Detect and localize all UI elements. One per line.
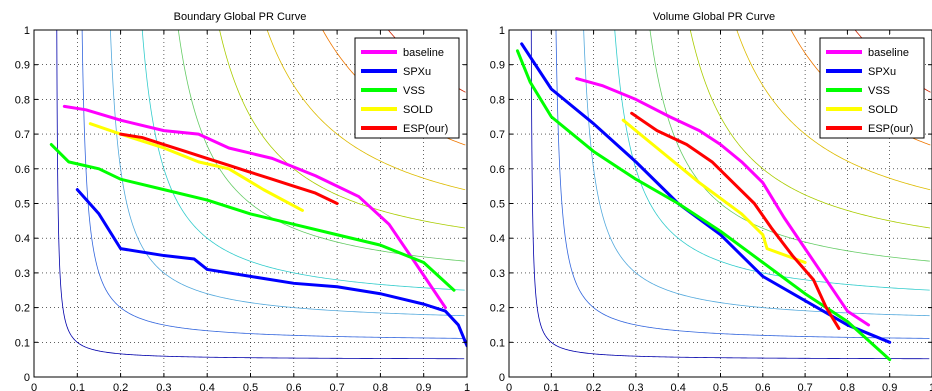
legend: baseline SPXu VSS SOLD ESP(our) xyxy=(354,37,460,139)
x-tick-label: 0.9 xyxy=(882,382,897,391)
x-tick-label: 0.7 xyxy=(329,382,344,391)
legend-label: baseline xyxy=(868,47,909,59)
y-tick-label: 0.7 xyxy=(490,129,505,141)
x-tick-label: 0.6 xyxy=(755,382,770,391)
y-tick-label: 0.2 xyxy=(490,303,505,315)
x-tick-label: 0.1 xyxy=(70,382,85,391)
x-tick-label: 0.3 xyxy=(628,382,643,391)
y-tick-label: 1 xyxy=(499,25,505,37)
series-line xyxy=(621,118,807,264)
y-tick-label: 0.7 xyxy=(15,129,30,141)
series-group xyxy=(515,42,892,362)
series-group xyxy=(49,104,467,348)
series-line xyxy=(575,77,871,327)
y-tick-label: 0.8 xyxy=(490,94,505,106)
x-tick-label: 0.8 xyxy=(840,382,855,391)
legend-label: ESP(our) xyxy=(868,123,913,135)
iso-f-curve xyxy=(689,30,931,229)
x-tick-label: 0.7 xyxy=(797,382,812,391)
x-tick-label: 0.3 xyxy=(156,382,171,391)
legend-label: SOLD xyxy=(868,104,898,116)
iso-f-curve xyxy=(266,30,466,191)
y-tick-label: 0.3 xyxy=(15,268,30,280)
iso-f-curve xyxy=(555,30,930,339)
x-tick-label: 0.2 xyxy=(586,382,601,391)
x-tick-label: 0.9 xyxy=(416,382,431,391)
legend: baseline SPXu VSS SOLD ESP(our) xyxy=(819,37,925,139)
series-line xyxy=(520,42,892,344)
iso-f-curve xyxy=(141,30,465,291)
y-tick-label: 0.4 xyxy=(15,233,30,245)
y-tick-label: 0.5 xyxy=(15,199,30,211)
legend-label: ESP(our) xyxy=(403,123,448,135)
chart-title-right: Volume Global PR Curve xyxy=(653,11,775,23)
series-line xyxy=(515,49,892,362)
iso-f-curve xyxy=(614,30,930,291)
chart-panel-1: 0 0.1 0.2 0.3 0.4 0.5 0.6 0.7 0.8 0.9 1 0 0.1 0.2 0.3 0… xyxy=(490,25,932,391)
legend-label: VSS xyxy=(403,85,425,97)
y-tick-label: 1 xyxy=(24,25,30,37)
x-tick-label: 0.5 xyxy=(243,382,258,391)
chart-panel-0: 0 0.1 0.2 0.3 0.4 0.5 0.6 0.7 0.8 0.9 1 0 0.1 0.2 0.3 0… xyxy=(15,25,470,391)
x-tick-label: 0.5 xyxy=(713,382,728,391)
y-tick-label: 0.6 xyxy=(15,164,30,176)
x-tick-label: 0 xyxy=(31,382,37,391)
y-tick-label: 0.8 xyxy=(15,94,30,106)
x-tick-label: 0.4 xyxy=(671,382,686,391)
series-line xyxy=(49,143,456,292)
chart-title-left: Boundary Global PR Curve xyxy=(174,11,307,23)
y-tick-label: 0.4 xyxy=(490,233,505,245)
legend-label: baseline xyxy=(403,47,444,59)
x-tick-label: 0.2 xyxy=(113,382,128,391)
x-tick-label: 0.6 xyxy=(286,382,301,391)
iso-f-curve xyxy=(56,30,465,360)
x-tick-label: 0.1 xyxy=(544,382,559,391)
legend-label: VSS xyxy=(868,85,890,97)
series-line xyxy=(119,132,339,205)
x-tick-label: 1 xyxy=(464,382,470,391)
iso-f-curve xyxy=(110,30,465,317)
y-tick-label: 0.6 xyxy=(490,164,505,176)
legend-label: SPXu xyxy=(403,66,431,78)
y-tick-label: 0.9 xyxy=(490,60,505,72)
series-line xyxy=(630,111,841,330)
y-tick-label: 0.9 xyxy=(15,60,30,72)
x-tick-label: 0.4 xyxy=(200,382,215,391)
y-tick-label: 0.1 xyxy=(490,337,505,349)
iso-f-curve xyxy=(81,30,465,339)
x-tick-label: 1 xyxy=(929,382,932,391)
x-tick-label: 0 xyxy=(506,382,512,391)
iso-f-curve xyxy=(530,30,930,360)
legend-label: SOLD xyxy=(403,104,433,116)
y-tick-label: 0.3 xyxy=(490,268,505,280)
y-tick-label: 0.5 xyxy=(490,199,505,211)
series-line xyxy=(62,104,447,310)
y-tick-label: 0.2 xyxy=(15,303,30,315)
iso-f-curve xyxy=(736,30,931,191)
legend-label: SPXu xyxy=(868,66,896,78)
y-tick-label: 0 xyxy=(499,372,505,384)
x-tick-label: 0.8 xyxy=(373,382,388,391)
series-line xyxy=(75,188,467,348)
y-tick-label: 0.1 xyxy=(15,337,30,349)
iso-f-curve xyxy=(219,30,466,229)
y-tick-label: 0 xyxy=(24,372,30,384)
